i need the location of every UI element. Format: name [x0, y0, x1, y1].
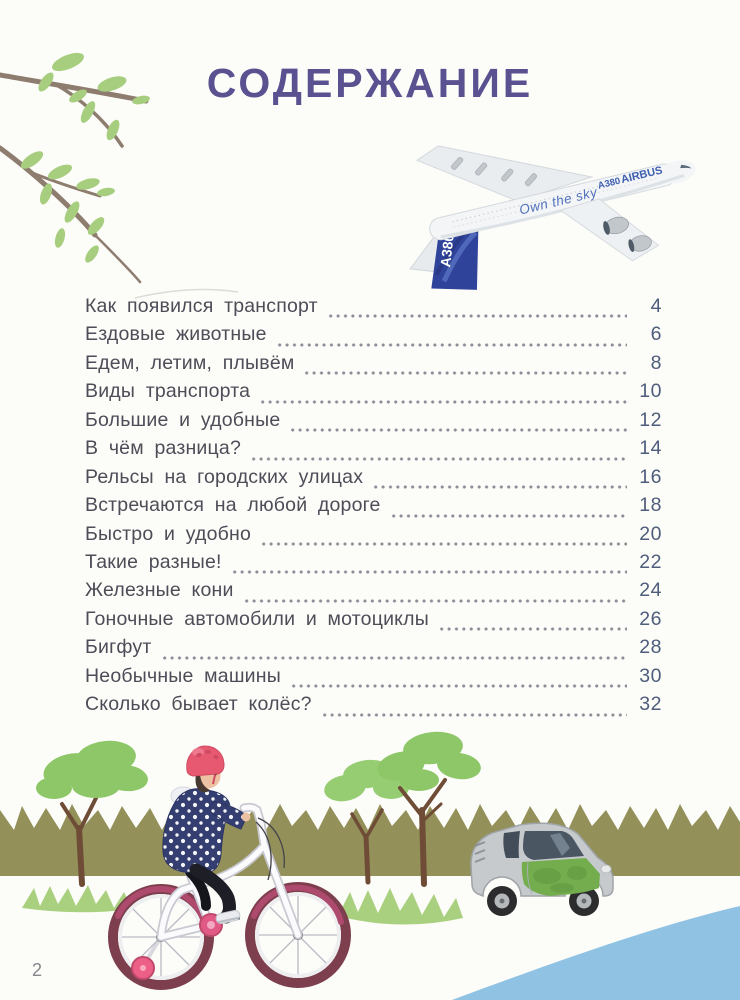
toc-entry-page: 24 — [639, 579, 662, 602]
leader-dots — [259, 398, 627, 405]
toc-entry-page: 28 — [639, 636, 662, 659]
toc-entry-page: 4 — [650, 295, 662, 317]
toc-entry: Гоночные автомобили и мотоциклы 26 — [85, 608, 662, 636]
toc-entry-page: 10 — [639, 380, 662, 403]
toc-entry-label: Виды транспорта — [85, 380, 251, 403]
leader-dots — [289, 683, 627, 690]
toc-entry-label: Такие разные! — [85, 550, 222, 573]
leader-dots — [160, 654, 627, 661]
car-wheels — [487, 886, 599, 916]
hedge — [0, 804, 740, 876]
bottom-illustration — [0, 731, 740, 1000]
leaf-cluster — [20, 52, 150, 263]
toc-entry-page: 16 — [639, 465, 662, 488]
leader-dots — [389, 512, 627, 519]
girl-shoe — [215, 910, 241, 924]
leader-dots — [437, 626, 627, 633]
car-rear-vents — [474, 841, 486, 863]
toc-entry: Необычные машины 30 — [85, 665, 662, 693]
toc-entry-page: 22 — [639, 550, 662, 573]
toc-entry-label: Быстро и удобно — [85, 522, 252, 545]
toc-entry: Большие и удобные 12 — [85, 409, 662, 437]
toc-entry: Бигфут 28 — [85, 636, 662, 664]
toc-entry: Сколько бывает колёс? 32 — [85, 693, 662, 721]
girl-helmet — [186, 745, 225, 785]
grass-tuft-left — [22, 885, 132, 913]
water-wedge — [452, 906, 740, 1000]
airplane-tail-code: A380 — [437, 233, 457, 268]
toc-entry-label: Встречаются на любой дороге — [85, 494, 381, 517]
toc-entry: Встречаются на любой дороге 18 — [85, 494, 662, 522]
leader-dots — [242, 597, 627, 604]
toc-entry-page: 8 — [650, 351, 662, 374]
leader-dots — [289, 427, 627, 434]
branch-leaves-decoration — [0, 52, 239, 299]
toc-entry: Едем, летим, плывём 8 — [85, 352, 662, 380]
toc-entry-label: Железные кони — [85, 579, 234, 602]
leader-dots — [320, 711, 627, 718]
tree-left — [36, 740, 148, 887]
airplane-near-engines — [603, 216, 652, 252]
leader-dots — [230, 569, 627, 576]
toc-entry-label: Гоночные автомобили и мотоциклы — [85, 607, 429, 630]
toc-entry-page: 32 — [639, 693, 662, 716]
toc-entry-label: Бигфут — [85, 636, 152, 659]
toc-entry-page: 6 — [650, 323, 662, 346]
toc-entry-page: 14 — [639, 437, 662, 460]
toc-entry-label: Необычные машины — [85, 664, 281, 687]
toc-entry-page: 30 — [639, 664, 662, 687]
girl-hand — [241, 812, 251, 822]
leader-dots — [275, 341, 627, 348]
airplane-far-engines — [451, 156, 538, 187]
table-of-contents: Как появился транспорт 4 Ездовые животные… — [85, 295, 662, 722]
car-headlight — [600, 864, 612, 874]
car-rear-window — [503, 831, 520, 858]
leader-dots — [249, 455, 627, 462]
child-on-bicycle — [108, 745, 351, 990]
toc-entry-label: Едем, летим, плывём — [85, 351, 295, 374]
bike-rear-fender — [115, 886, 206, 922]
toc-entry-label: Как появился транспорт — [85, 295, 318, 317]
leader-dots — [326, 313, 627, 320]
toc-entry: Быстро и удобно 20 — [85, 523, 662, 551]
toc-entry-label: Рельсы на городских улицах — [85, 465, 364, 488]
toc-entry: Железные кони 24 — [85, 579, 662, 607]
toc-entry-page: 12 — [639, 408, 662, 431]
leader-dots — [372, 484, 627, 491]
folio-page-number: 2 — [32, 960, 43, 980]
toc-entry-label: Большие и удобные — [85, 408, 281, 431]
toc-entry: Такие разные! 22 — [85, 551, 662, 579]
bike-cables — [255, 817, 285, 881]
toc-entry-label: В чём разница? — [85, 437, 241, 460]
airplane-photo: A380 Own the sky A380 AIRBUS — [409, 145, 696, 290]
toc-entry: Рельсы на городских улицах 16 — [85, 466, 662, 494]
girl-sleeve — [209, 801, 248, 830]
toc-entry: Виды транспорта 10 — [85, 380, 662, 408]
leader-dots — [303, 370, 627, 377]
car — [470, 822, 614, 916]
grass-tuft-middle — [338, 888, 463, 925]
leader-dots — [260, 540, 627, 547]
toc-entry-page: 26 — [639, 607, 662, 630]
toc-entry: Ездовые животные 6 — [85, 323, 662, 351]
toc-entry-label: Ездовые животные — [85, 323, 267, 346]
toc-entry: В чём разница? 14 — [85, 437, 662, 465]
toc-entry: Как появился транспорт 4 — [85, 295, 662, 323]
toc-entry-label: Сколько бывает колёс? — [85, 693, 312, 716]
toc-entry-page: 20 — [639, 522, 662, 545]
car-windshield — [523, 831, 584, 860]
airplane-model-text: A380 — [597, 176, 622, 192]
bike-front-fender — [251, 884, 344, 925]
tree-middle-tall — [377, 731, 481, 887]
toc-entry-page: 18 — [639, 494, 662, 517]
page-title: СОДЕРЖАНИЕ — [206, 60, 534, 106]
